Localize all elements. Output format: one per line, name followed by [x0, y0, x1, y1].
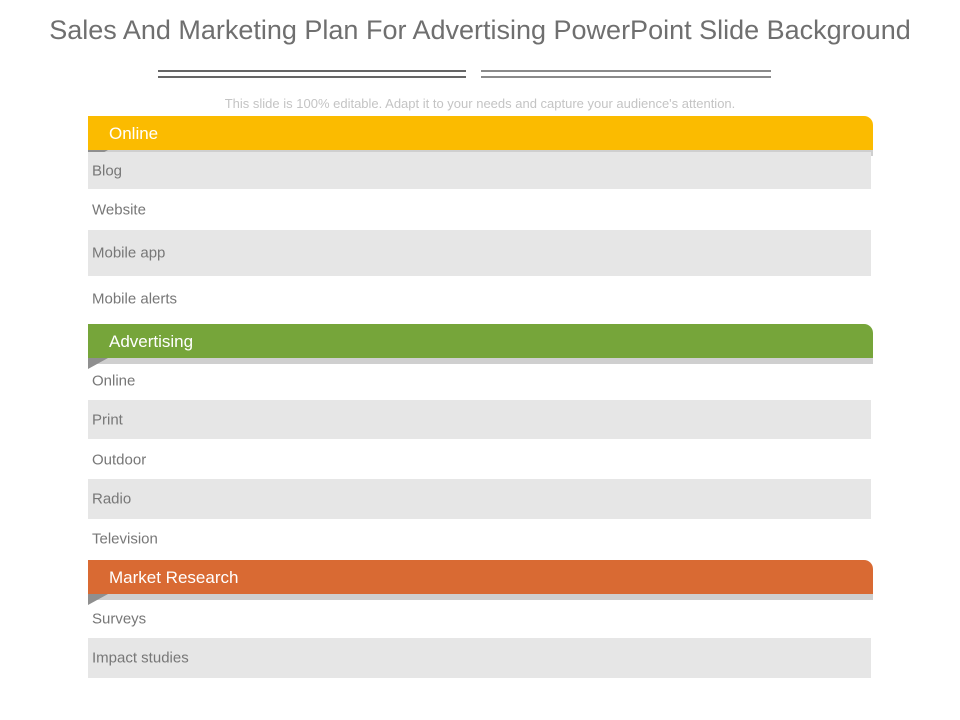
list-item-label: Outdoor — [92, 451, 147, 468]
section-band-shadow — [88, 594, 873, 600]
section-label: Market Research — [109, 568, 239, 587]
list-item: Radio — [88, 479, 871, 519]
list-item-label: Blog — [92, 162, 123, 179]
section-header-advertising: Advertising — [88, 324, 873, 369]
list-item-label: Mobile app — [92, 244, 166, 262]
section-header-online: Online — [88, 116, 873, 161]
section-label: Online — [109, 124, 159, 143]
title-rule-right — [481, 70, 771, 78]
list-item-label: Radio — [92, 490, 132, 508]
slide-title: Sales And Marketing Plan For Advertising… — [49, 15, 911, 45]
list-item: Website — [88, 190, 871, 230]
list-item: Mobile app — [88, 230, 871, 276]
section-fold — [88, 594, 108, 605]
section-band-shadow — [88, 358, 873, 364]
list-item: Outdoor — [88, 440, 871, 479]
list-item: Television — [88, 519, 871, 559]
list-item: Impact studies — [88, 638, 871, 678]
list-item: Blog — [88, 152, 871, 189]
list-item-label: Website — [92, 201, 146, 219]
section-band — [88, 560, 873, 594]
list-item-label: Surveys — [92, 610, 147, 627]
list-item-label: Television — [92, 530, 158, 548]
section-header-market-research: Market Research — [88, 560, 873, 605]
list-item: Online — [88, 362, 871, 400]
slide-subtitle: This slide is 100% editable. Adapt it to… — [224, 96, 736, 111]
section-label: Advertising — [109, 332, 194, 351]
list-item: Mobile alerts — [88, 276, 871, 322]
list-item-label: Print — [92, 411, 123, 428]
list-item-label: Online — [92, 372, 136, 390]
section-band — [88, 116, 873, 150]
list-item-label: Mobile alerts — [92, 290, 178, 308]
title-rule-left — [158, 70, 466, 78]
section-fold — [88, 358, 108, 369]
section-band — [88, 324, 873, 358]
list-item: Print — [88, 400, 871, 439]
list-item-label: Impact studies — [92, 649, 189, 667]
list-item: Surveys — [88, 599, 871, 638]
